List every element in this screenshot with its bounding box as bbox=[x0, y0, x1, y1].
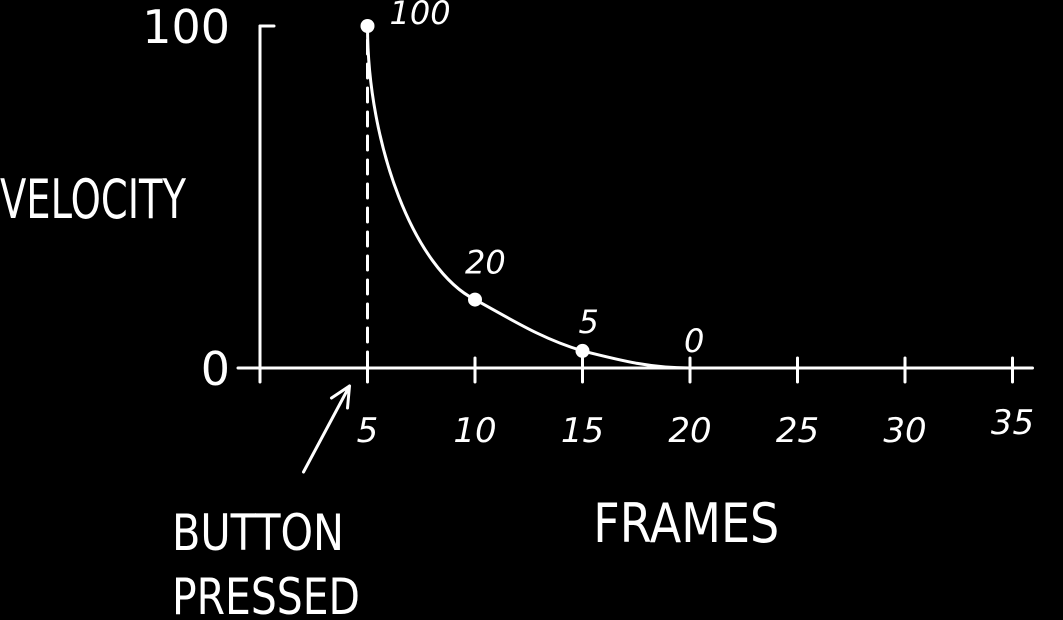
x-tick-labels: 5 10 15 20 25 30 35 bbox=[357, 403, 1034, 451]
x-axis-title: FRAMES bbox=[593, 492, 779, 555]
x-tick-label: 15 bbox=[561, 411, 604, 451]
y-tick-label: 0 bbox=[201, 342, 230, 396]
x-tick-label: 5 bbox=[357, 411, 379, 451]
data-point-labels: 100 20 5 0 bbox=[390, 0, 705, 360]
x-tick-label: 20 bbox=[668, 411, 711, 451]
x-tick-label: 25 bbox=[776, 411, 819, 451]
annotation-line-1: BUTTON bbox=[172, 504, 344, 562]
data-points bbox=[360, 19, 590, 358]
data-point bbox=[468, 292, 482, 307]
data-point-label: 0 bbox=[684, 322, 704, 360]
data-point-label: 100 bbox=[390, 0, 451, 32]
data-point bbox=[360, 19, 375, 33]
y-tick-label: 100 bbox=[142, 0, 230, 54]
x-tick-label: 30 bbox=[883, 411, 926, 451]
annotation-line-2: PRESSED bbox=[172, 568, 360, 620]
data-point-label: 20 bbox=[465, 244, 506, 282]
button-pressed-arrow bbox=[302, 384, 351, 474]
y-axis-title: VELOCITY bbox=[0, 168, 187, 231]
x-tick-label: 35 bbox=[991, 403, 1034, 443]
y-tick-labels: 0 100 bbox=[142, 0, 230, 396]
velocity-curve bbox=[366, 24, 692, 370]
x-tick-label: 10 bbox=[453, 411, 496, 451]
data-point-label: 5 bbox=[579, 303, 599, 341]
x-ticks bbox=[366, 356, 1014, 384]
data-point bbox=[575, 343, 590, 358]
